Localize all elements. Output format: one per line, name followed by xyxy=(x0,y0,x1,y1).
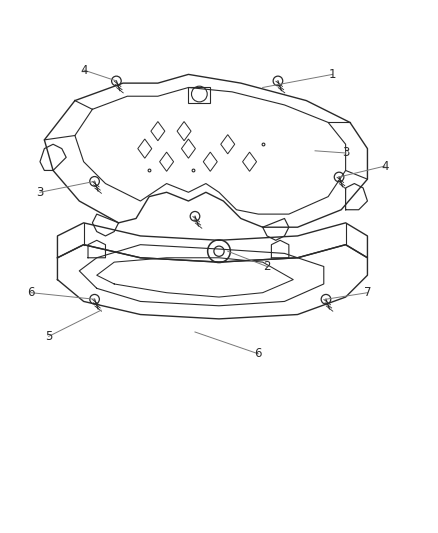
Text: 1: 1 xyxy=(329,68,336,81)
Text: 2: 2 xyxy=(263,260,271,273)
Text: 4: 4 xyxy=(80,63,88,77)
Text: 3: 3 xyxy=(342,147,349,159)
Text: 6: 6 xyxy=(28,286,35,299)
Text: 6: 6 xyxy=(254,348,262,360)
Text: 3: 3 xyxy=(36,186,44,199)
Text: 5: 5 xyxy=(45,330,53,343)
Text: 4: 4 xyxy=(381,159,389,173)
Text: 7: 7 xyxy=(364,286,371,299)
